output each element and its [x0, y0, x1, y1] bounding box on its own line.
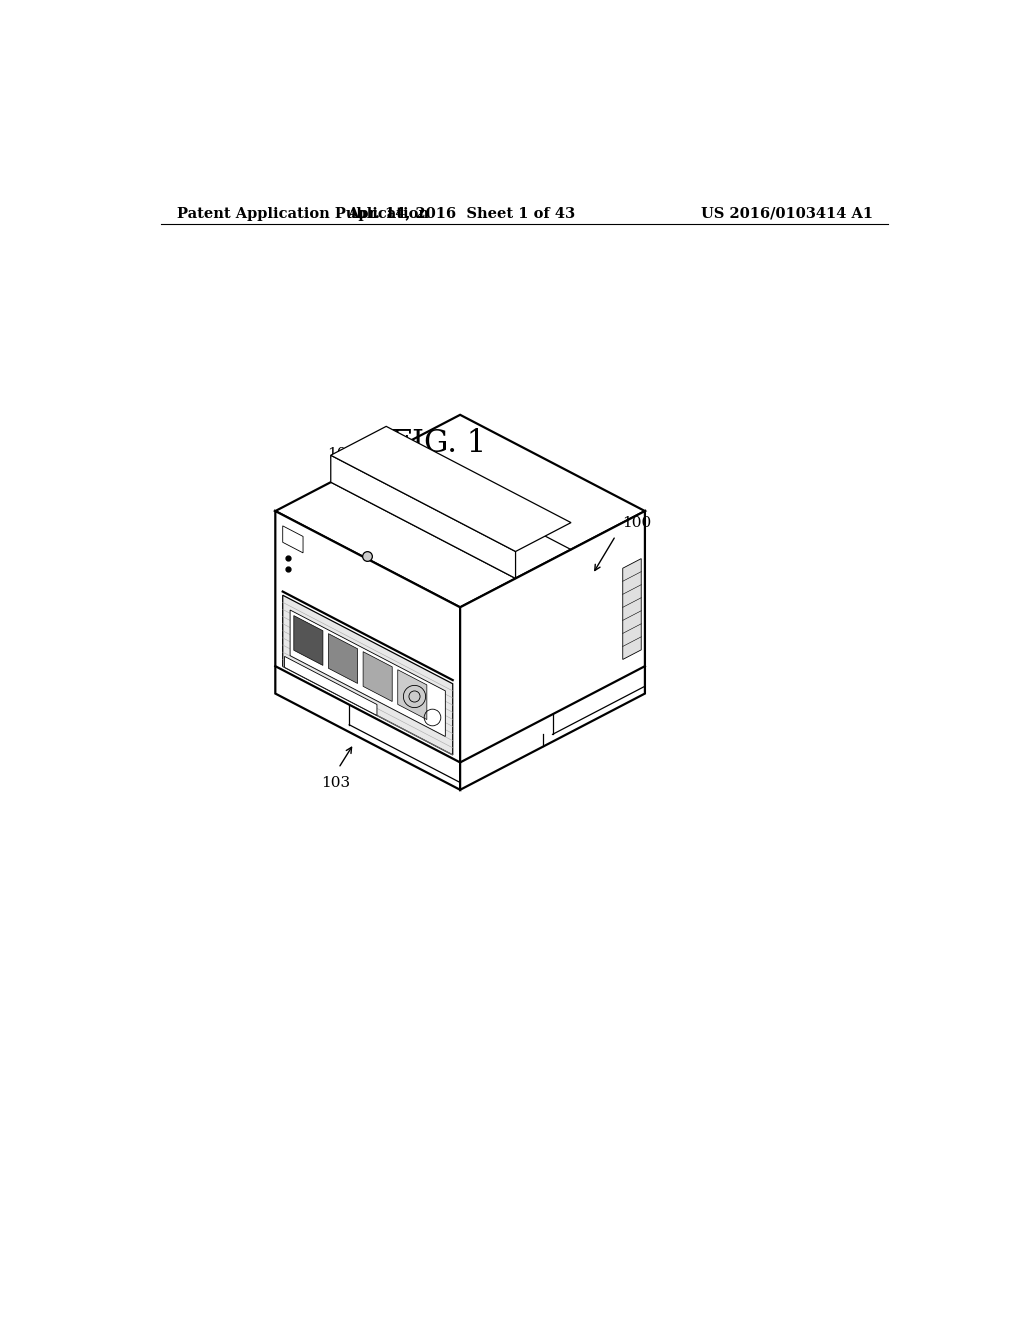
- Text: 100: 100: [622, 516, 651, 529]
- Text: FIG. 1: FIG. 1: [391, 428, 486, 459]
- Polygon shape: [290, 610, 445, 737]
- Polygon shape: [331, 426, 571, 552]
- Polygon shape: [294, 615, 323, 665]
- Polygon shape: [397, 669, 427, 719]
- Polygon shape: [275, 511, 460, 789]
- Polygon shape: [283, 525, 303, 553]
- Polygon shape: [329, 634, 357, 684]
- Text: Patent Application Publication: Patent Application Publication: [177, 207, 429, 220]
- Text: Apr. 14, 2016  Sheet 1 of 43: Apr. 14, 2016 Sheet 1 of 43: [347, 207, 575, 220]
- Polygon shape: [364, 652, 392, 701]
- Text: 101: 101: [327, 447, 356, 461]
- Polygon shape: [285, 656, 377, 715]
- Polygon shape: [623, 558, 641, 660]
- Polygon shape: [275, 414, 645, 607]
- Polygon shape: [460, 511, 645, 789]
- Polygon shape: [283, 595, 453, 755]
- Polygon shape: [331, 455, 515, 578]
- Text: US 2016/0103414 A1: US 2016/0103414 A1: [701, 207, 873, 220]
- Text: 103: 103: [322, 776, 350, 789]
